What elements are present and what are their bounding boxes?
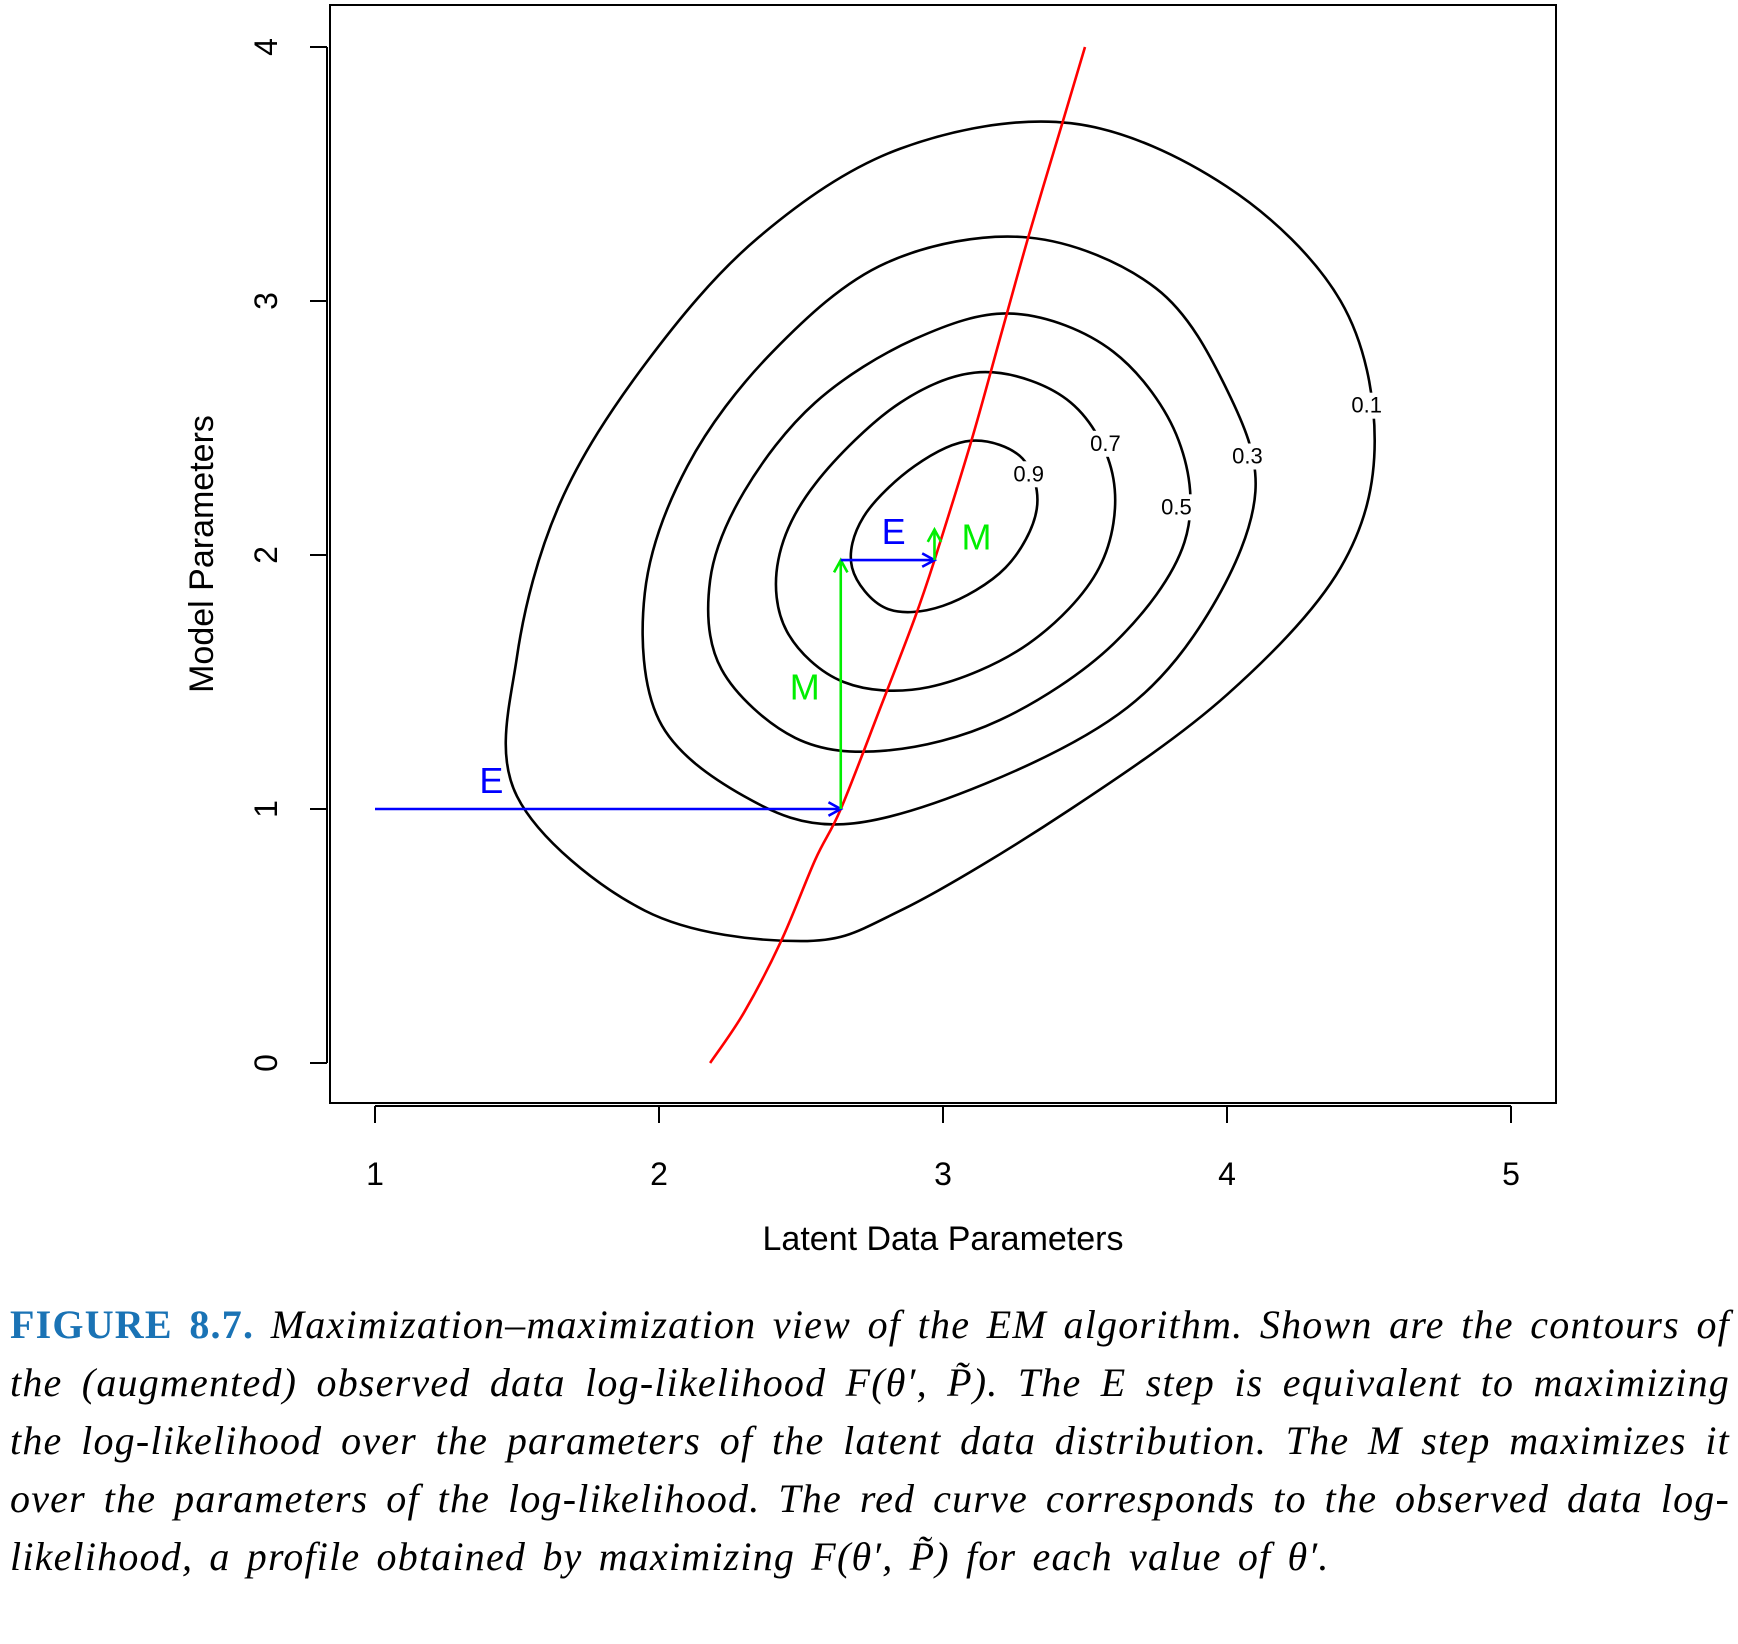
y-tick-label: 2 xyxy=(248,546,284,564)
contour-label-bg xyxy=(1225,443,1270,470)
y-tick-label: 3 xyxy=(248,292,284,310)
m-step-label: M xyxy=(961,517,991,558)
x-tick-label: 2 xyxy=(650,1156,668,1192)
x-tick-label: 3 xyxy=(934,1156,952,1192)
x-axis-title: Latent Data Parameters xyxy=(763,1220,1124,1258)
y-tick-label: 0 xyxy=(248,1054,284,1072)
profile-curve xyxy=(709,46,1087,1064)
plot-frame xyxy=(329,4,1557,1104)
figure-caption-text: Maximization–maximization view of the EM… xyxy=(10,1302,1730,1579)
contour-label: 0.1 xyxy=(1351,393,1382,418)
contour-lines: 0.1 0.3 0.5 0.7 0.9 xyxy=(504,120,1389,943)
contour-label-bg xyxy=(1083,430,1128,457)
contour-line xyxy=(641,235,1257,826)
x-tick-label: 1 xyxy=(366,1156,384,1192)
x-tick-label: 5 xyxy=(1502,1156,1520,1192)
contour-line xyxy=(706,312,1192,753)
m-step-label: M xyxy=(790,667,820,708)
contour-label: 0.5 xyxy=(1161,494,1192,519)
contour-label-bg xyxy=(1344,392,1389,419)
figure-caption: FIGURE 8.7. Maximization–maximization vi… xyxy=(10,1296,1730,1586)
contour-chart: 1 2 3 4 5 0 1 2 3 4 0.1 0.3 0.5 0.7 0.9 E M E M Latent … xyxy=(183,4,1557,1258)
x-tick-label: 4 xyxy=(1218,1156,1236,1192)
y-tick-label: 1 xyxy=(248,800,284,818)
contour-label: 0.9 xyxy=(1013,461,1044,486)
x-axis: 1 2 3 4 5 xyxy=(366,1105,1520,1192)
contour-label: 0.3 xyxy=(1232,444,1263,469)
e-step-label: E xyxy=(882,511,906,552)
contour-label-bg xyxy=(1154,494,1199,521)
y-tick-label: 4 xyxy=(248,38,284,56)
contour-label-bg xyxy=(1006,461,1051,488)
step-arrow-head xyxy=(926,526,943,543)
contour-line xyxy=(774,370,1117,693)
profile-curve-line xyxy=(709,46,1087,1064)
figure-label: FIGURE 8.7. xyxy=(10,1302,255,1347)
em-steps: E M E M xyxy=(375,511,991,817)
contour-line xyxy=(504,120,1377,943)
contour-label: 0.7 xyxy=(1090,431,1121,456)
e-step-label: E xyxy=(479,760,503,801)
y-axis: 0 1 2 3 4 xyxy=(248,38,328,1072)
contour-line xyxy=(849,439,1039,614)
y-axis-title: Model Parameters xyxy=(183,415,221,693)
